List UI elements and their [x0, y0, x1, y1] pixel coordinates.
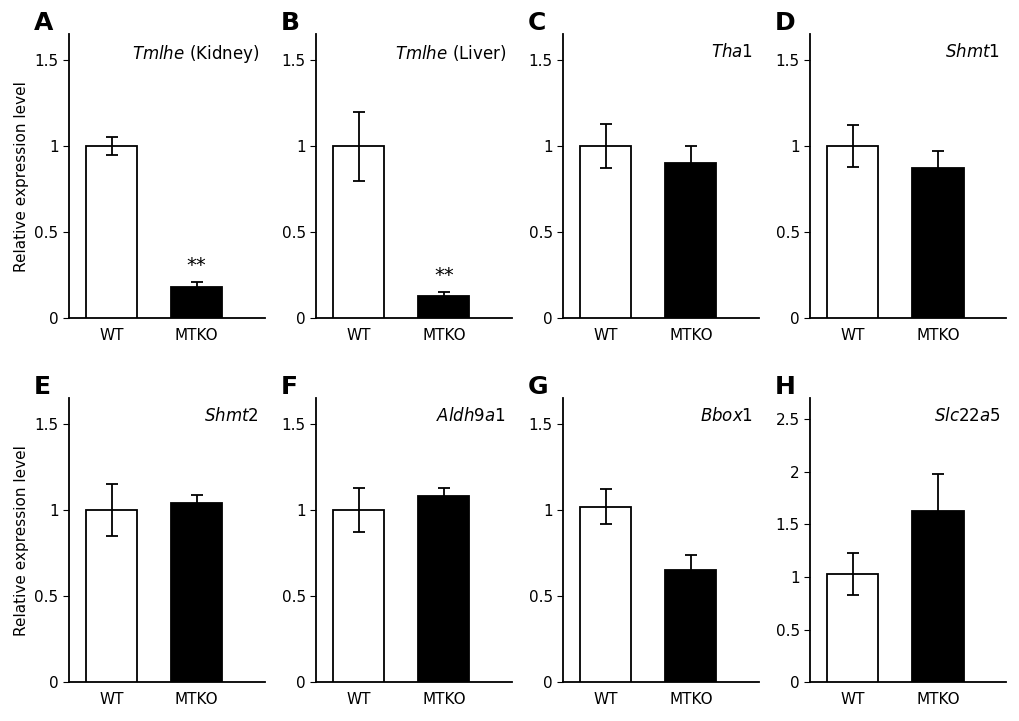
Text: E: E — [34, 376, 51, 399]
Text: $\mathit{Shmt2}$: $\mathit{Shmt2}$ — [204, 407, 259, 425]
Text: $\mathit{Aldh9a1}$: $\mathit{Aldh9a1}$ — [436, 407, 505, 425]
Bar — [86, 510, 137, 682]
Bar — [418, 296, 469, 319]
Bar — [86, 146, 137, 319]
Text: **: ** — [186, 257, 207, 275]
Text: H: H — [774, 376, 795, 399]
Text: A: A — [34, 12, 53, 35]
Text: **: ** — [433, 266, 453, 285]
Bar — [912, 510, 963, 682]
Bar — [171, 288, 222, 319]
Bar — [664, 164, 715, 319]
Text: $\mathit{Tmlhe}$ (Liver): $\mathit{Tmlhe}$ (Liver) — [394, 43, 505, 63]
Bar — [580, 507, 631, 682]
Text: $\mathit{Tmlhe}$ (Kidney): $\mathit{Tmlhe}$ (Kidney) — [131, 43, 259, 65]
Text: B: B — [280, 12, 300, 35]
Text: $\mathit{Slc22a5}$: $\mathit{Slc22a5}$ — [932, 407, 1000, 425]
Y-axis label: Relative expression level: Relative expression level — [14, 445, 29, 636]
Bar — [664, 570, 715, 682]
Bar — [171, 503, 222, 682]
Y-axis label: Relative expression level: Relative expression level — [14, 81, 29, 272]
Text: G: G — [528, 376, 548, 399]
Text: $\mathit{Shmt1}$: $\mathit{Shmt1}$ — [945, 43, 1000, 61]
Text: $\mathit{Tha1}$: $\mathit{Tha1}$ — [710, 43, 752, 61]
Text: D: D — [774, 12, 795, 35]
Text: C: C — [528, 12, 546, 35]
Bar — [826, 146, 877, 319]
Bar — [912, 169, 963, 319]
Bar — [580, 146, 631, 319]
Text: $\mathit{Bbox1}$: $\mathit{Bbox1}$ — [699, 407, 752, 425]
Bar — [418, 496, 469, 682]
Bar — [826, 574, 877, 682]
Text: F: F — [280, 376, 298, 399]
Bar — [333, 146, 384, 319]
Bar — [333, 510, 384, 682]
